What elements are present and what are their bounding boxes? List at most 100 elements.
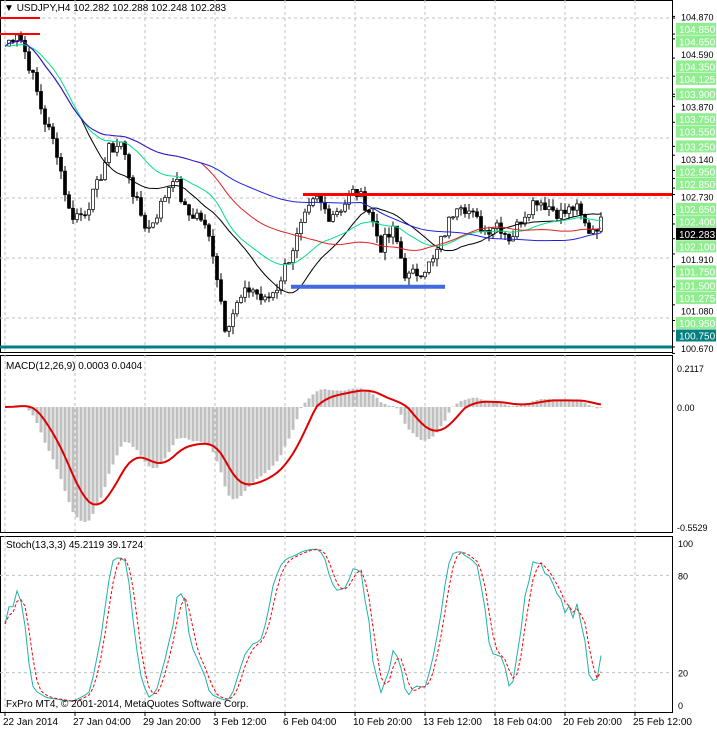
candle-body — [535, 200, 539, 206]
dropdown-icon[interactable]: ▼ — [4, 3, 17, 14]
price-label: 100.750 — [679, 332, 716, 343]
candle-body — [283, 263, 287, 282]
stoch-panel — [0, 536, 673, 713]
candle-body — [127, 154, 131, 178]
candle-body — [183, 201, 187, 206]
candle-body — [547, 206, 551, 210]
candle-body — [527, 214, 531, 218]
candle-body — [539, 202, 543, 206]
candle-body — [139, 197, 143, 216]
candle-body — [159, 200, 163, 219]
candle-body — [303, 211, 307, 223]
price-tick: 100.670 — [681, 344, 714, 354]
candle-body — [599, 216, 603, 232]
candle-body — [147, 226, 151, 229]
candle-body — [207, 224, 211, 237]
x-tick-label: 20 Feb 20:00 — [563, 717, 622, 728]
price-label: 104.125 — [679, 75, 716, 86]
candle-body — [327, 208, 331, 222]
candle-body — [559, 209, 563, 219]
stoch-tick: 20 — [678, 669, 688, 679]
candle-body — [411, 268, 415, 274]
candle-body — [523, 216, 527, 225]
candle-body — [419, 275, 423, 278]
candle-body — [435, 249, 439, 260]
candle-body — [391, 225, 395, 238]
candle-body — [87, 209, 91, 216]
price-label-bg — [676, 35, 716, 48]
candle-body — [399, 241, 403, 259]
candle-body — [27, 51, 31, 71]
candle-body — [215, 255, 219, 281]
price-label-bg — [676, 88, 716, 101]
candle-body — [59, 157, 63, 172]
symbol-info: ▼ USDJPY,H4 102.282 102.288 102.248 102.… — [4, 3, 226, 14]
candle-body — [219, 279, 223, 302]
candle-body — [331, 214, 335, 222]
candle-body — [307, 204, 311, 213]
candle-body — [495, 222, 499, 229]
candle-body — [267, 296, 271, 299]
candle-body — [155, 217, 159, 224]
price-tick: 101.910 — [681, 255, 714, 265]
x-tick-label: 10 Feb 20:00 — [353, 717, 412, 728]
candle-body — [255, 289, 259, 295]
candle-body — [99, 179, 103, 181]
candle-body — [55, 138, 59, 158]
candle-body — [83, 214, 87, 217]
price-label-bg — [676, 292, 716, 304]
stoch-tick: 100 — [678, 539, 693, 549]
candle-body — [451, 216, 455, 219]
candle-body — [71, 207, 75, 220]
candle-body — [423, 272, 427, 278]
candle-body — [279, 280, 283, 291]
candle-body — [567, 206, 571, 214]
x-tick-label: 3 Feb 12:00 — [213, 717, 267, 728]
candle-body — [555, 209, 559, 219]
candle-body — [591, 229, 595, 234]
x-tick-label: 18 Feb 04:00 — [493, 717, 552, 728]
candle-body — [319, 195, 323, 204]
price-tick: 102.730 — [681, 192, 714, 202]
candle-body — [231, 313, 235, 327]
x-tick-label: 13 Feb 12:00 — [423, 717, 482, 728]
candle-body — [251, 289, 255, 293]
candle-body — [51, 126, 55, 139]
x-tick-label: 29 Jan 20:00 — [143, 717, 201, 728]
candle-body — [487, 229, 491, 235]
price-label: 102.850 — [679, 180, 716, 191]
x-tick-label: 25 Feb 12:00 — [633, 717, 692, 728]
candle-body — [119, 141, 123, 147]
candle-body — [447, 216, 451, 237]
price-label-bg — [676, 279, 716, 292]
price-label-bg — [676, 125, 716, 138]
candle-body — [291, 250, 295, 263]
ma-black — [4, 40, 602, 294]
price-label: 100.950 — [679, 319, 716, 330]
price-label-bg — [676, 265, 716, 278]
price-label: 103.550 — [679, 128, 716, 139]
candle-body — [403, 257, 407, 279]
candle-body — [371, 212, 375, 222]
price-label-bg — [676, 329, 716, 342]
candle-body — [247, 287, 251, 293]
candle-body — [239, 296, 243, 303]
candle-body — [379, 235, 383, 253]
candle-body — [431, 258, 435, 263]
price-label: 101.750 — [679, 267, 716, 278]
price-label: 102.650 — [679, 205, 716, 216]
price-tick: 101.080 — [681, 307, 714, 317]
candle-body — [375, 221, 379, 237]
candle-body — [507, 233, 511, 242]
candle-body — [187, 204, 191, 216]
candle-body — [43, 108, 47, 125]
candle-body — [459, 207, 463, 210]
macd-panel — [0, 355, 673, 533]
candle-body — [543, 202, 547, 210]
candle-body — [107, 143, 111, 163]
price-label: 101.275 — [679, 294, 716, 305]
price-label: 102.400 — [679, 217, 716, 228]
candle-body — [427, 261, 431, 273]
